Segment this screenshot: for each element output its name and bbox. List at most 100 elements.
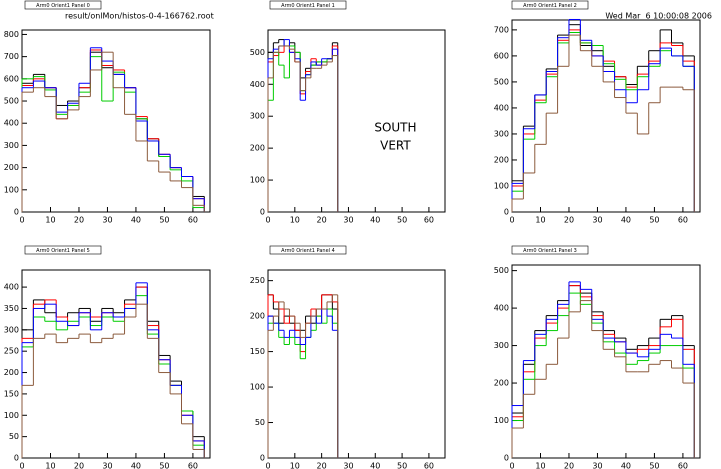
x-tick-label: 20 — [564, 462, 574, 469]
y-tick-label: 0 — [14, 208, 19, 217]
y-tick-label: 0 — [504, 454, 509, 463]
panel-title-box — [269, 245, 347, 255]
panel-title-box — [24, 0, 102, 10]
x-tick-label: 30 — [592, 462, 602, 469]
x-tick-label: 60 — [188, 462, 198, 469]
panel-title-box — [511, 0, 589, 10]
annotation: VERT — [380, 139, 411, 153]
y-tick-label: 0 — [260, 208, 265, 217]
panel-title: Arm0 Orient1 Panel 3 — [523, 248, 577, 254]
panel-title: Arm0 Orient1 Panel 4 — [281, 248, 335, 254]
x-tick-label: 50 — [649, 216, 659, 225]
y-tick-label: 100 — [250, 176, 265, 185]
frame — [511, 19, 701, 213]
panel-title: Arm0 Orient1 Panel 0 — [36, 3, 90, 9]
x-tick-label: 40 — [621, 216, 631, 225]
y-tick-label: 100 — [494, 416, 509, 425]
y-tick-label: 300 — [494, 129, 509, 138]
y-tick-label: 400 — [250, 80, 265, 89]
x-tick-label: 10 — [290, 216, 300, 225]
x-tick-label: 10 — [290, 462, 300, 469]
x-tick-label: 30 — [343, 216, 353, 225]
x-tick-label: 30 — [102, 462, 112, 469]
x-tick-label: 60 — [678, 462, 688, 469]
y-tick-label: 700 — [4, 52, 19, 61]
panel-title: Arm0 Orient1 Panel 5 — [36, 248, 90, 254]
y-tick-label: 500 — [4, 97, 19, 106]
y-tick-label: 300 — [4, 141, 19, 150]
y-tick-label: 700 — [494, 25, 509, 34]
x-tick-label: 50 — [159, 462, 169, 469]
frame — [21, 29, 211, 213]
y-tick-label: 600 — [494, 51, 509, 60]
x-tick-label: 20 — [564, 216, 574, 225]
y-tick-label: 600 — [4, 74, 19, 83]
frame — [21, 269, 211, 459]
y-tick-label: 50 — [9, 432, 19, 441]
frame — [267, 269, 446, 459]
frame — [267, 29, 446, 213]
x-tick-label: 20 — [317, 216, 327, 225]
file-name: result/onlMon/histos-0-4-166762.root — [65, 12, 214, 21]
y-tick-label: 100 — [494, 181, 509, 190]
x-tick-label: 50 — [397, 216, 407, 225]
date: Wed Mar 6 10:00:08 2006 — [605, 12, 712, 21]
x-tick-label: 0 — [509, 462, 514, 469]
y-tick-label: 100 — [4, 185, 19, 194]
y-tick-label: 0 — [504, 208, 509, 217]
frame — [511, 264, 701, 459]
x-tick-label: 40 — [370, 216, 380, 225]
panel-title-box — [24, 245, 102, 255]
y-tick-label: 400 — [4, 119, 19, 128]
x-tick-label: 30 — [592, 216, 602, 225]
x-tick-label: 30 — [102, 216, 112, 225]
x-tick-label: 40 — [621, 462, 631, 469]
y-tick-label: 300 — [250, 112, 265, 121]
x-tick-label: 0 — [19, 216, 24, 225]
x-tick-label: 20 — [74, 462, 84, 469]
x-tick-label: 40 — [131, 216, 141, 225]
x-tick-label: 10 — [535, 462, 545, 469]
y-tick-label: 400 — [494, 103, 509, 112]
y-tick-label: 250 — [250, 276, 265, 285]
y-tick-label: 200 — [250, 144, 265, 153]
y-tick-label: 400 — [4, 283, 19, 292]
x-tick-label: 60 — [188, 216, 198, 225]
y-tick-label: 500 — [494, 77, 509, 86]
y-tick-label: 800 — [4, 30, 19, 39]
x-tick-label: 0 — [19, 462, 24, 469]
y-tick-label: 100 — [250, 383, 265, 392]
x-tick-label: 0 — [509, 216, 514, 225]
y-tick-label: 0 — [260, 454, 265, 463]
y-tick-label: 350 — [4, 304, 19, 313]
y-tick-label: 100 — [4, 411, 19, 420]
y-tick-label: 200 — [494, 155, 509, 164]
x-tick-label: 50 — [397, 462, 407, 469]
y-tick-label: 300 — [4, 325, 19, 334]
x-tick-label: 30 — [343, 462, 353, 469]
y-tick-label: 400 — [494, 304, 509, 313]
y-tick-label: 200 — [4, 163, 19, 172]
x-tick-label: 60 — [424, 462, 434, 469]
y-tick-label: 250 — [4, 347, 19, 356]
y-tick-label: 150 — [4, 389, 19, 398]
x-tick-label: 40 — [370, 462, 380, 469]
y-tick-label: 150 — [250, 347, 265, 356]
panel-title-box — [269, 0, 347, 10]
x-tick-label: 10 — [45, 462, 55, 469]
annotation: SOUTH — [374, 121, 416, 135]
x-tick-label: 10 — [45, 216, 55, 225]
x-tick-label: 50 — [649, 462, 659, 469]
y-tick-label: 200 — [250, 312, 265, 321]
y-tick-label: 300 — [494, 341, 509, 350]
y-tick-label: 200 — [4, 368, 19, 377]
panel-title: Arm0 Orient1 Panel 1 — [281, 3, 335, 9]
x-tick-label: 60 — [424, 216, 434, 225]
panel-title: Arm0 Orient1 Panel 2 — [523, 3, 577, 9]
x-tick-label: 20 — [74, 216, 84, 225]
y-tick-label: 500 — [494, 266, 509, 275]
y-tick-label: 50 — [255, 418, 265, 427]
x-tick-label: 10 — [535, 216, 545, 225]
y-tick-label: 0 — [14, 454, 19, 463]
